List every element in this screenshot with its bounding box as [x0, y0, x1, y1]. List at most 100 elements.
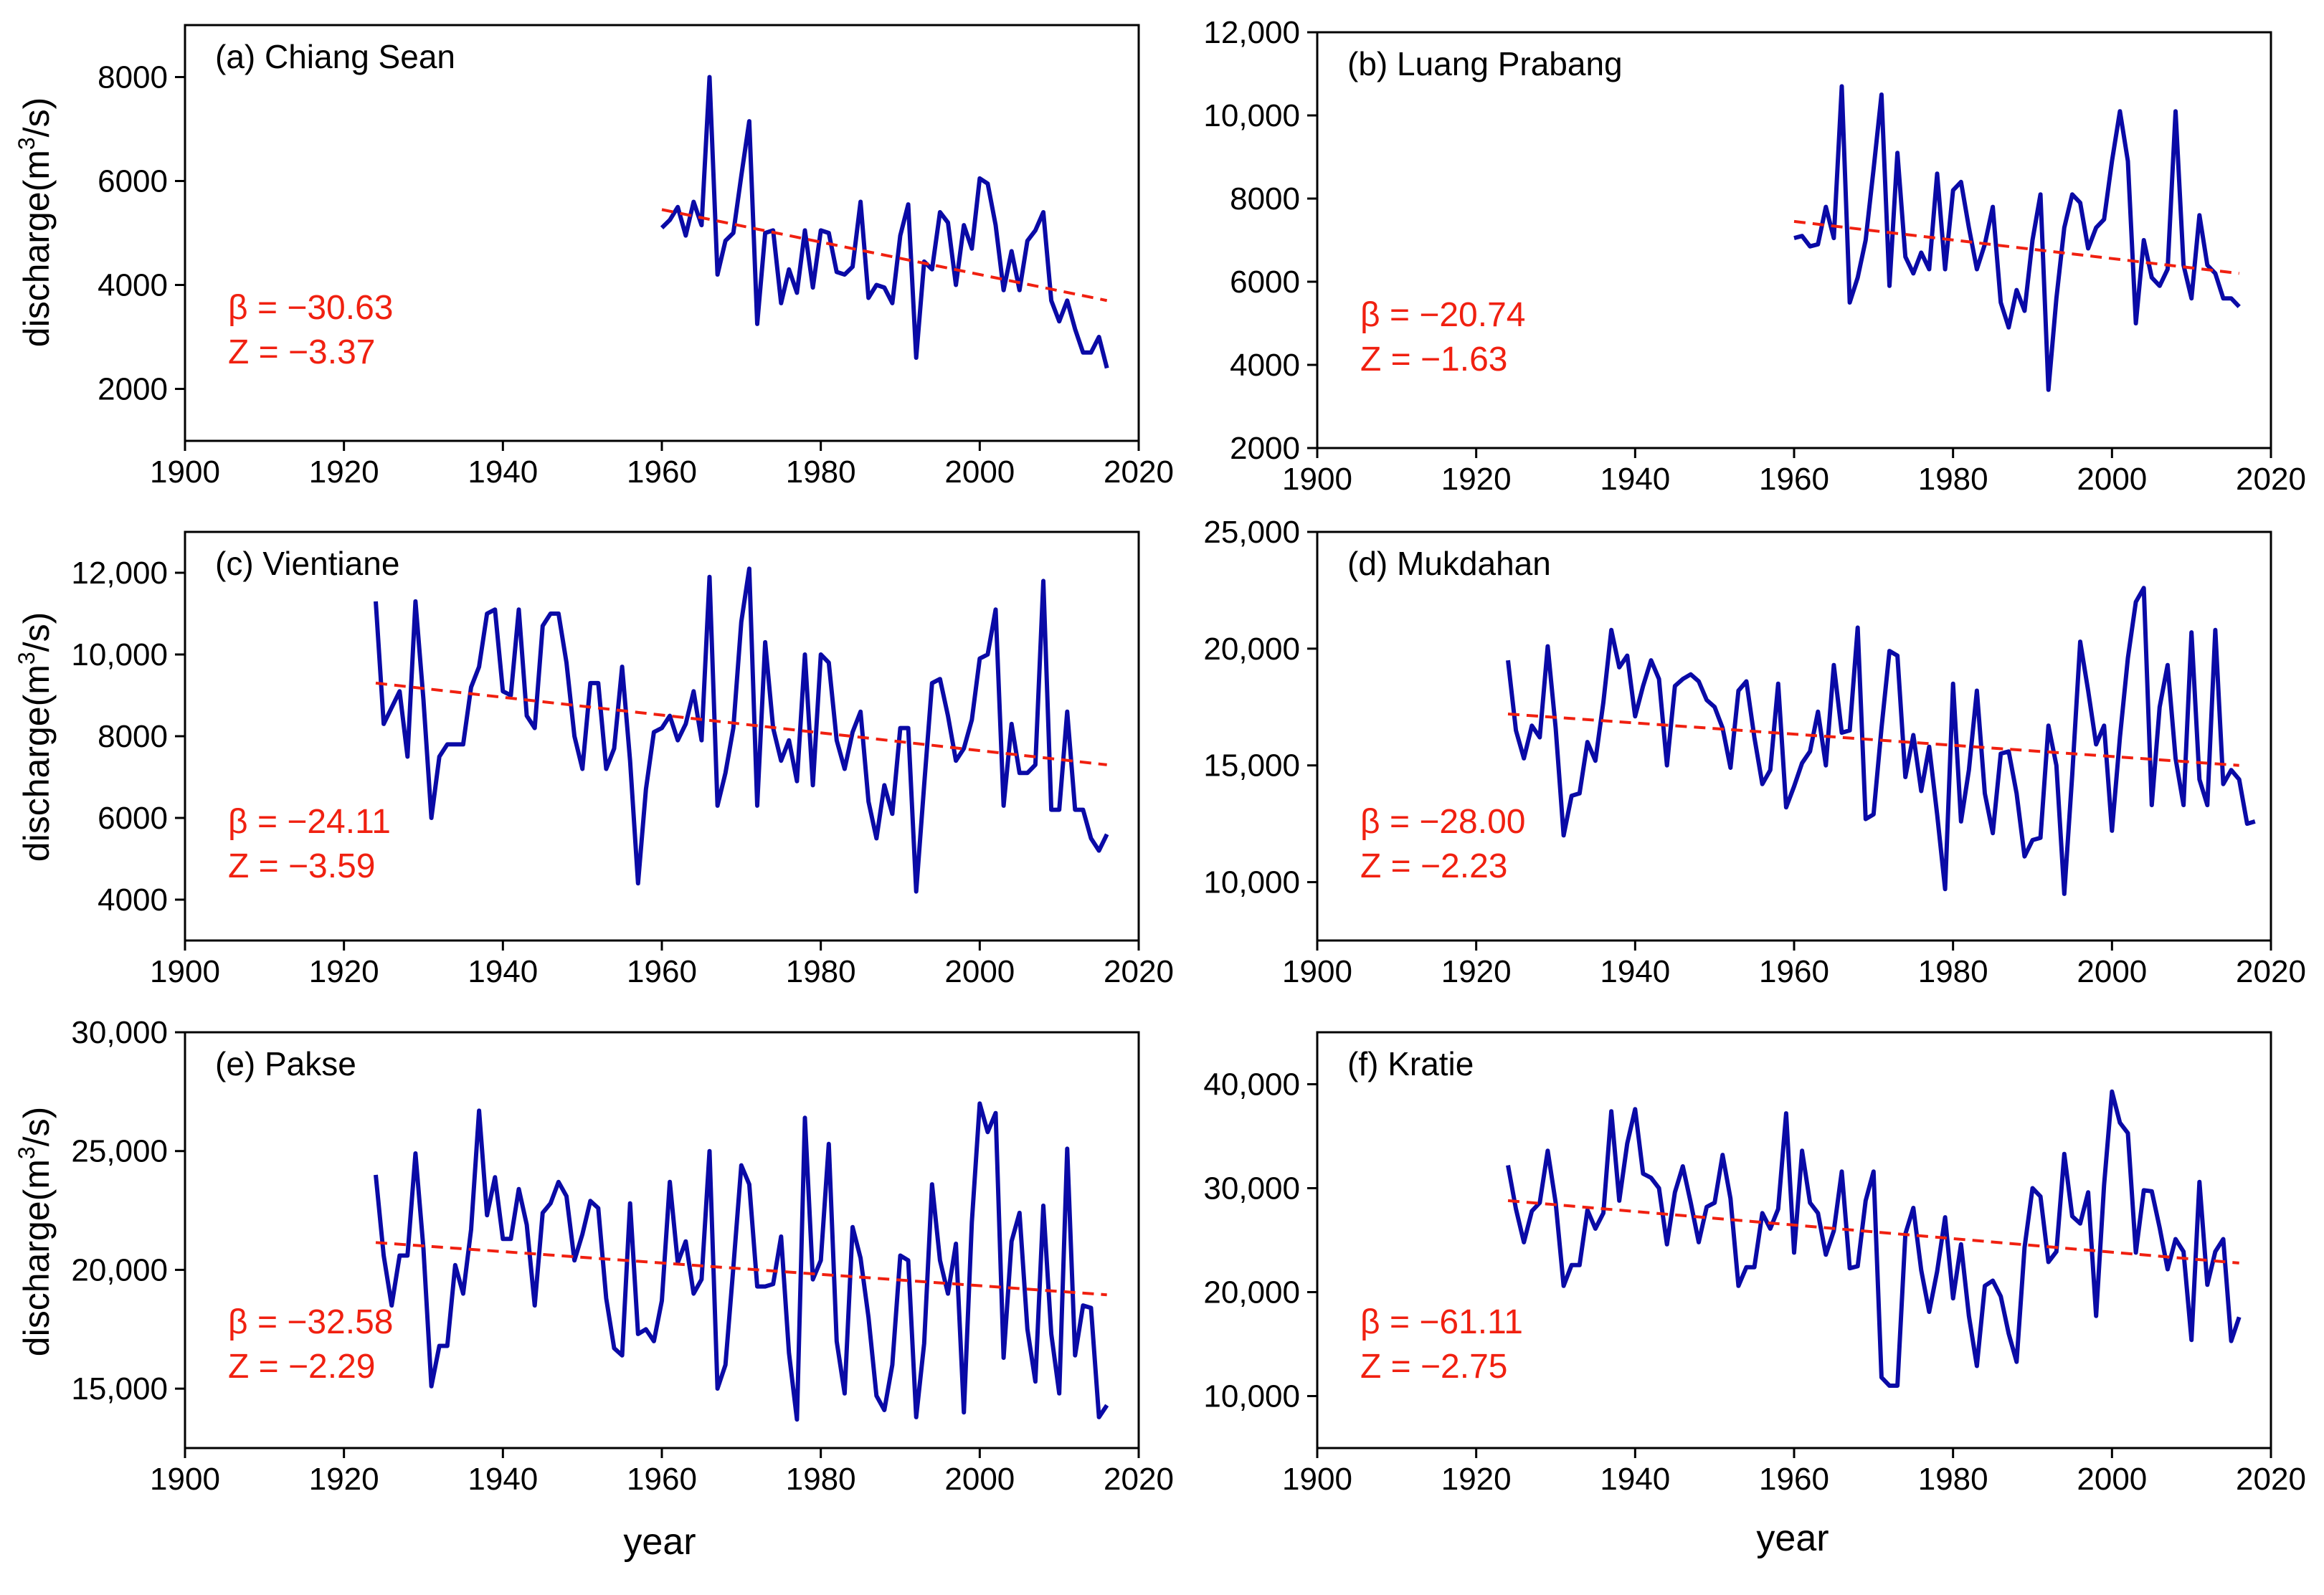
y-tick-label: 15,000 — [71, 1371, 168, 1406]
y-tick-label: 30,000 — [1203, 1171, 1300, 1206]
chart-e: 1900 1920 1940 1960 1980 2000 2020 15,000 20,000… — [71, 1015, 1174, 1497]
z-annotation: Z = −3.37 — [228, 333, 375, 371]
y-tick-label: 20,000 — [1203, 632, 1300, 667]
y-tick-label: 8000 — [1230, 181, 1300, 216]
x-tick-label: 1920 — [1441, 954, 1512, 989]
y-tick-label: 2000 — [1230, 431, 1300, 466]
x-tick-label: 1900 — [1282, 462, 1352, 497]
trend-line — [1507, 1199, 2239, 1265]
beta-annotation: β = −30.63 — [228, 289, 393, 327]
panel-title: (a) Chiang Sean — [215, 38, 455, 75]
y-tick-label: 4000 — [1230, 348, 1300, 383]
x-tick-label: 1940 — [468, 954, 538, 989]
y-tick-label: 15,000 — [1203, 748, 1300, 784]
z-annotation: Z = −2.75 — [1360, 1348, 1507, 1386]
y-tick-label: 20,000 — [71, 1252, 168, 1287]
trend-line — [375, 681, 1107, 766]
beta-annotation: β = −20.74 — [1360, 296, 1525, 334]
panel-title: (b) Luang Prabang — [1347, 45, 1623, 82]
y-tick-label: 10,000 — [1203, 98, 1300, 133]
discharge-series-line — [1506, 586, 2256, 896]
x-tick-label: 2020 — [1104, 454, 1174, 490]
x-tick-label: 2020 — [2236, 1462, 2306, 1497]
x-tick-label: 1900 — [1282, 1462, 1352, 1497]
x-tick-label: 1960 — [1759, 1462, 1829, 1497]
x-tick-label: 2000 — [944, 954, 1015, 989]
y-tick-label: 40,000 — [1203, 1067, 1300, 1103]
discharge-series-line — [374, 566, 1109, 894]
y-tick-label: 25,000 — [1203, 515, 1300, 550]
x-tick-label: 1960 — [1759, 954, 1829, 989]
trend-line — [375, 1241, 1107, 1297]
x-tick-label: 1900 — [150, 454, 220, 490]
panel-title: (e) Pakse — [215, 1045, 356, 1082]
x-tick-label: 2000 — [2077, 954, 2147, 989]
y-tick-label: 4000 — [98, 882, 168, 918]
x-tick-label: 1960 — [1759, 462, 1829, 497]
chart-c: 1900 1920 1940 1960 1980 2000 2020 4000 6000 8000… — [71, 530, 1174, 989]
chart-d: 1900 1920 1940 1960 1980 2000 2020 10,000 15,000… — [1203, 515, 2306, 989]
z-annotation: Z = −3.59 — [228, 847, 375, 885]
x-tick-label: 2020 — [1104, 1462, 1174, 1497]
chart-a: 1900 1920 1940 1960 1980 2000 2020 2000 4000 6000… — [98, 24, 1174, 490]
z-annotation: Z = −2.29 — [228, 1348, 375, 1386]
xlabel-left: year — [623, 1521, 696, 1563]
x-tick-label: 2000 — [944, 454, 1015, 490]
panel-title: (f) Kratie — [1347, 1045, 1474, 1082]
y-tick-label: 4000 — [98, 268, 168, 303]
x-tick-label: 1920 — [309, 454, 379, 490]
x-tick-label: 1900 — [150, 1462, 220, 1497]
x-tick-label: 1960 — [627, 954, 697, 989]
z-annotation: Z = −2.23 — [1360, 847, 1507, 885]
ylabel-a: discharge(m3/s) — [14, 97, 57, 347]
y-tick-label: 20,000 — [1203, 1275, 1300, 1310]
x-tick-label: 2020 — [1104, 954, 1174, 989]
z-annotation: Z = −1.63 — [1360, 341, 1507, 378]
trend-line — [661, 208, 1108, 303]
x-tick-label: 1980 — [1918, 462, 1988, 497]
y-tick-label: 10,000 — [71, 637, 168, 672]
ylabel-e: discharge(m3/s) — [14, 1107, 57, 1356]
y-tick-label: 10,000 — [1203, 1379, 1300, 1414]
x-tick-label: 1940 — [1600, 954, 1670, 989]
xlabel-right: year — [1756, 1518, 1829, 1559]
beta-annotation: β = −32.58 — [228, 1303, 393, 1341]
x-tick-label: 1900 — [150, 954, 220, 989]
ylabel-c: discharge(m3/s) — [14, 612, 57, 862]
x-tick-label: 2000 — [944, 1462, 1015, 1497]
y-tick-label: 12,000 — [71, 556, 168, 591]
y-tick-label: 10,000 — [1203, 865, 1300, 900]
trend-line — [1507, 713, 2239, 767]
discharge-series-line — [660, 75, 1109, 369]
x-tick-label: 1900 — [1282, 954, 1352, 989]
y-tick-label: 2000 — [98, 372, 168, 407]
y-tick-label: 8000 — [98, 60, 168, 95]
panel-title: (c) Vientiane — [215, 545, 399, 582]
discharge-series-line — [374, 1101, 1109, 1422]
x-tick-label: 1920 — [309, 954, 379, 989]
x-tick-label: 1940 — [1600, 1462, 1670, 1497]
y-tick-label: 6000 — [1230, 265, 1300, 300]
x-tick-label: 1920 — [1441, 462, 1512, 497]
y-tick-label: 6000 — [98, 801, 168, 836]
x-tick-label: 1960 — [627, 454, 697, 490]
y-tick-label: 12,000 — [1203, 15, 1300, 50]
x-tick-label: 1960 — [627, 1462, 697, 1497]
x-tick-label: 2020 — [2236, 462, 2306, 497]
x-tick-label: 2020 — [2236, 954, 2306, 989]
panel-title: (d) Mukdahan — [1347, 545, 1551, 582]
x-tick-label: 1980 — [1918, 1462, 1988, 1497]
x-tick-label: 1980 — [1918, 954, 1988, 989]
chart-b: 1900 1920 1940 1960 1980 2000 2020 2000 4000 6000… — [1203, 15, 2306, 497]
x-tick-label: 2000 — [2077, 1462, 2147, 1497]
x-tick-label: 1940 — [1600, 462, 1670, 497]
discharge-series-line — [1506, 1089, 2242, 1388]
x-tick-label: 1980 — [786, 954, 856, 989]
x-tick-label: 1940 — [468, 1462, 538, 1497]
chart-f: 1900 1920 1940 1960 1980 2000 2020 10,000 20,000… — [1203, 1031, 2306, 1497]
beta-annotation: β = −28.00 — [1360, 803, 1525, 841]
x-tick-label: 2000 — [2077, 462, 2147, 497]
x-tick-label: 1980 — [786, 454, 856, 490]
x-tick-label: 1980 — [786, 1462, 856, 1497]
trend-line — [1793, 219, 2239, 275]
